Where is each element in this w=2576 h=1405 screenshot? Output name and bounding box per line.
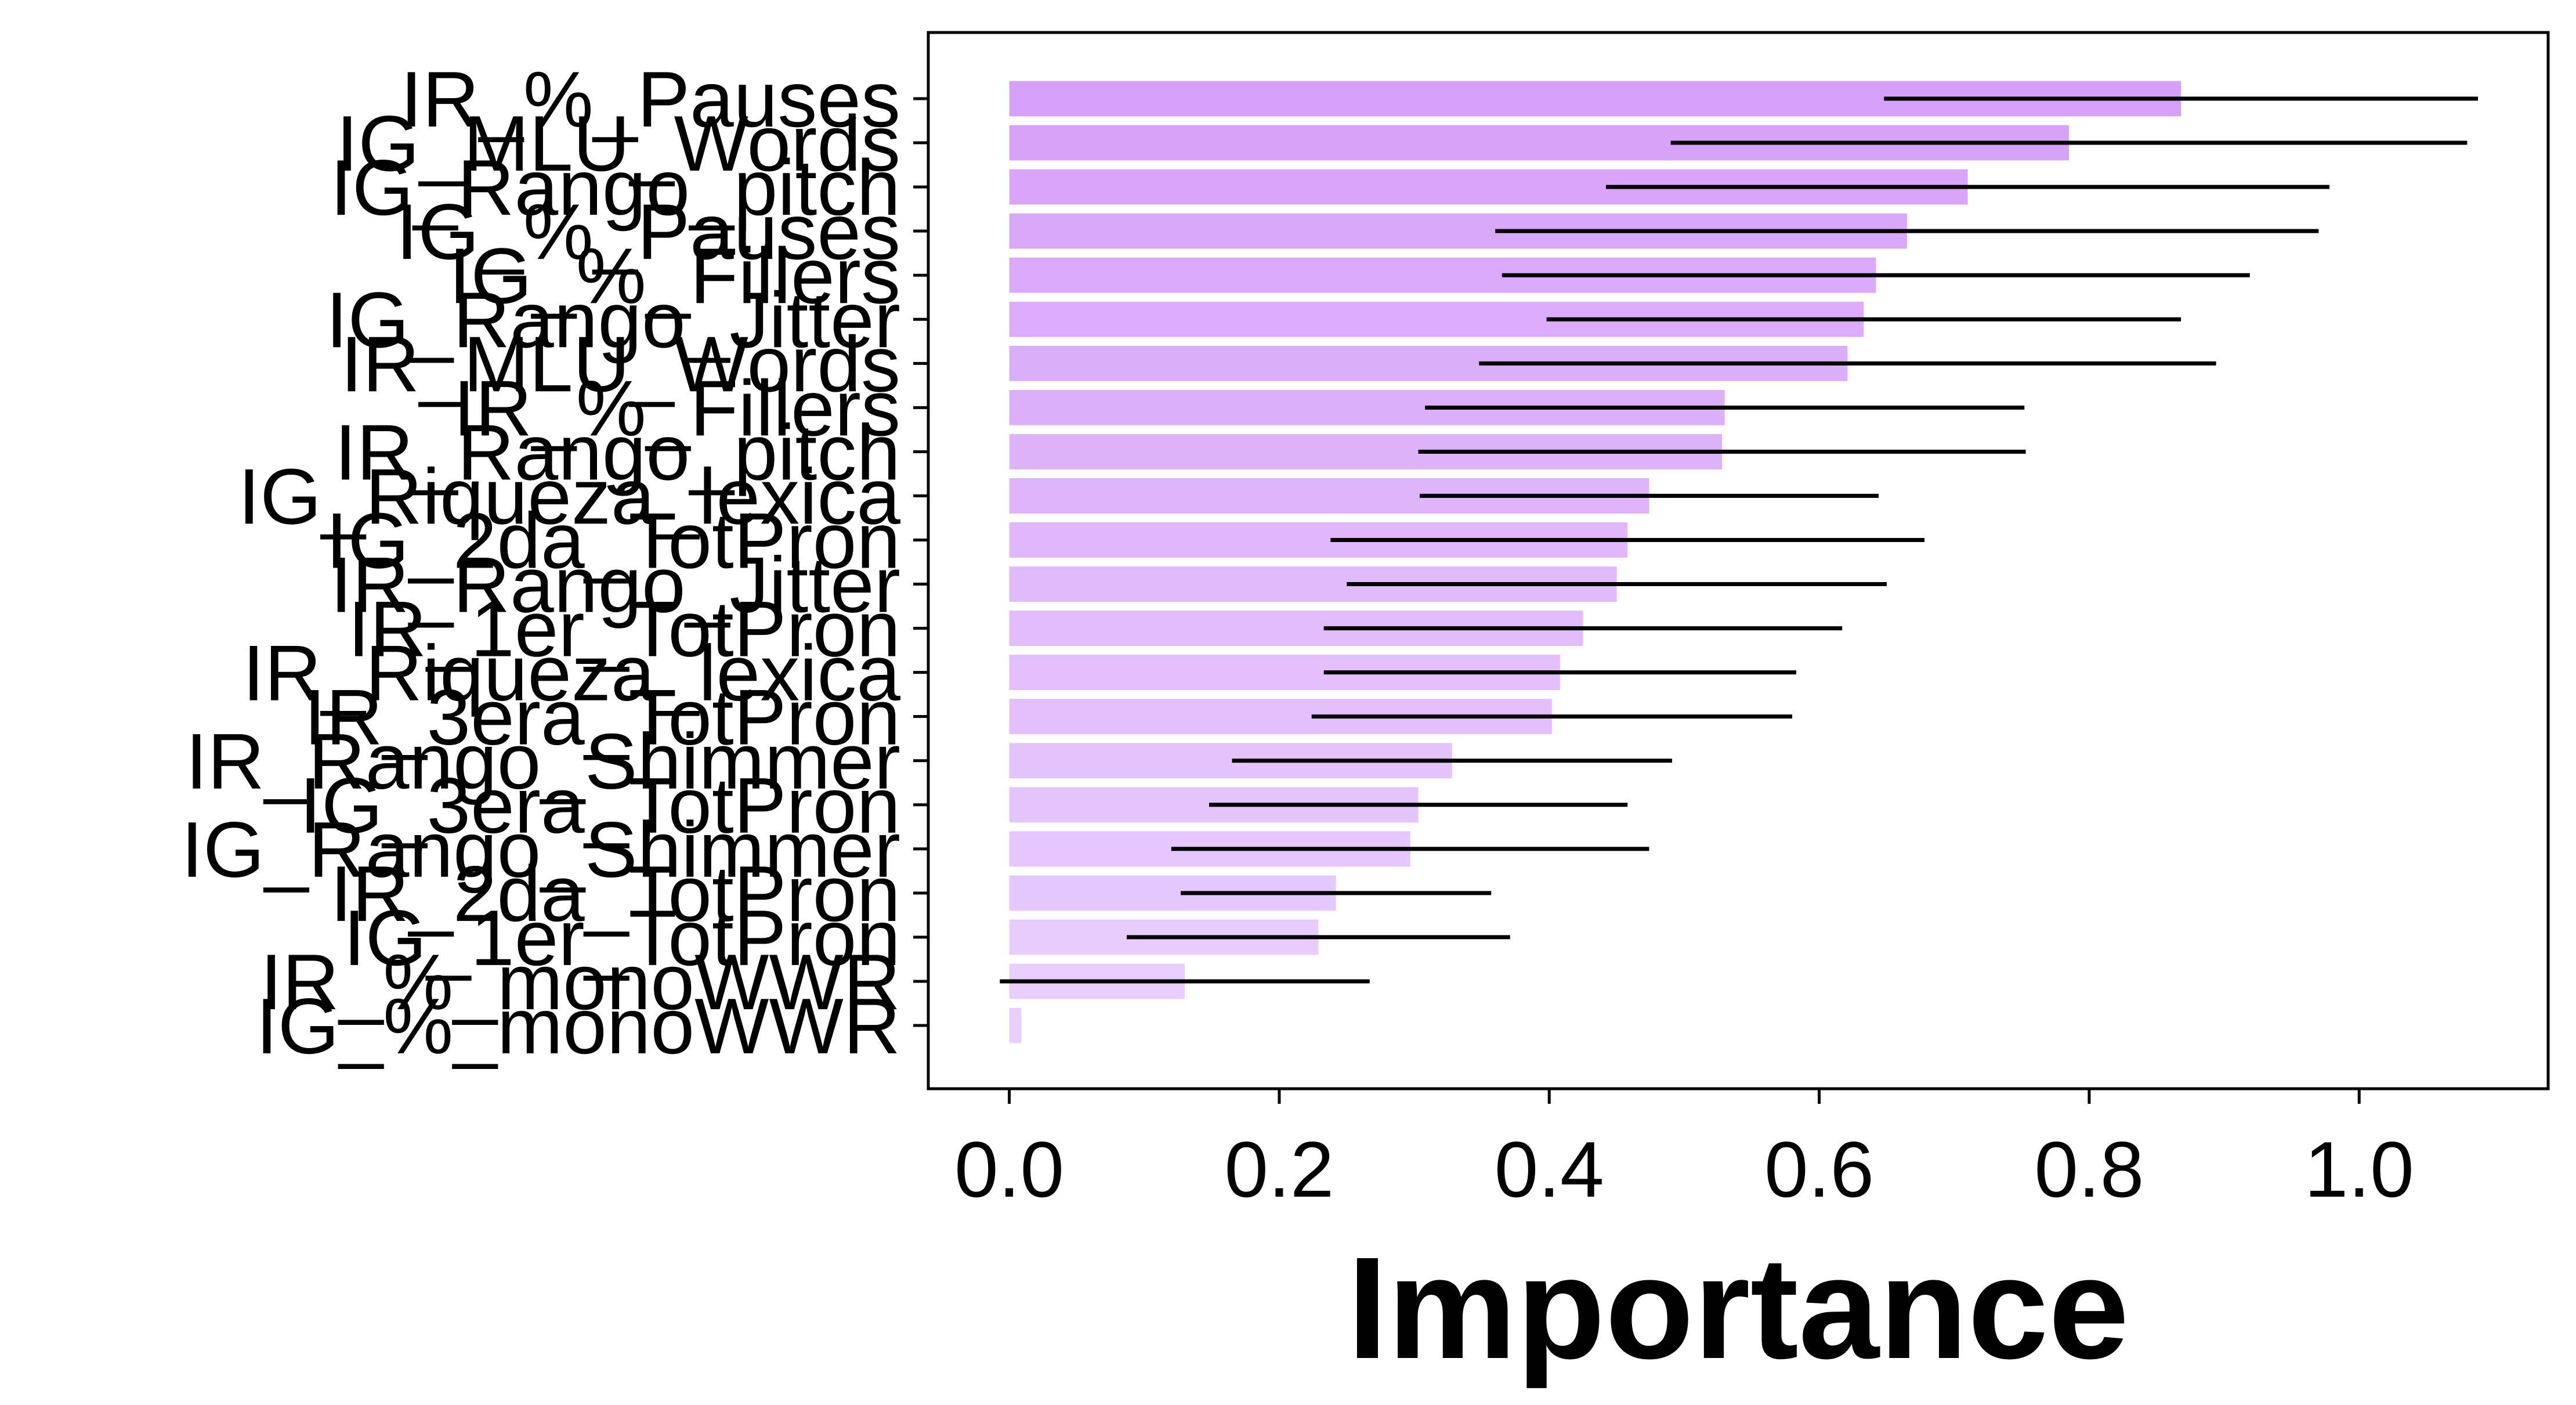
- y-tick-label: IG_MLU_Words: [337, 99, 900, 187]
- y-tick-label: IR_1er_TotPron: [348, 585, 900, 673]
- y-tick-label: IR_Rango_pitch: [335, 408, 900, 496]
- plot-frame: [927, 31, 2550, 1090]
- y-tick-label: IR_2da_TotPron: [330, 850, 900, 938]
- x-axis-title: Importance: [1347, 1227, 2129, 1389]
- y-tick-label: IR_%_monoWWR: [261, 938, 900, 1026]
- y-tick-label: IR_%_Pauses: [400, 55, 900, 143]
- y-tick-label: IR_3era_TotPron: [304, 673, 900, 761]
- x-axis-ticks: 0.0 0.2 0.4 0.6 0.8 1.0: [954, 1089, 2414, 1213]
- y-tick-label: IR_%_Fillers: [453, 364, 900, 452]
- y-tick-label: IG_%_Pauses: [396, 187, 900, 276]
- y-tick-label: IG_Rango_Shimmer: [181, 806, 900, 894]
- y-tick-label: IG_2da_TotPron: [326, 496, 900, 584]
- x-tick-label: 0.4: [1495, 1125, 1604, 1213]
- y-tick-label: IG_%_Fillers: [449, 232, 900, 320]
- y-tick-label: IR_MLU_Words: [341, 320, 900, 408]
- bar-IG_%_monoWWR: [1009, 1007, 1022, 1043]
- bars-layer: [1009, 81, 2181, 1043]
- y-axis-ticks: IR_%_PausesIG_MLU_WordsIG_Rango_pitchIG_…: [181, 55, 928, 1070]
- x-tick-label: 0.2: [1224, 1125, 1334, 1213]
- y-tick-label: IG_Rango_Jitter: [326, 276, 900, 364]
- x-tick-label: 0.0: [954, 1125, 1064, 1213]
- x-tick-label: 0.6: [1764, 1125, 1874, 1213]
- y-tick-label: IG_Rango_pitch: [330, 143, 900, 232]
- error-bars-layer: [1000, 96, 2479, 984]
- y-tick-label: IR_Riqueza_lexica: [243, 629, 900, 717]
- y-tick-label: IR_Rango_Jitter: [330, 541, 900, 629]
- x-tick-label: 1.0: [2304, 1125, 2414, 1213]
- x-tick-label: 0.8: [2034, 1125, 2144, 1213]
- y-tick-label: IG_1er_TotPron: [343, 894, 900, 982]
- y-tick-label: IG_%_monoWWR: [256, 982, 900, 1070]
- y-tick-label: IR_Rango_Shimmer: [186, 717, 900, 806]
- y-tick-label: IG_Riqueza_lexica: [238, 452, 900, 540]
- y-tick-label: IG_3era_TotPron: [299, 761, 900, 850]
